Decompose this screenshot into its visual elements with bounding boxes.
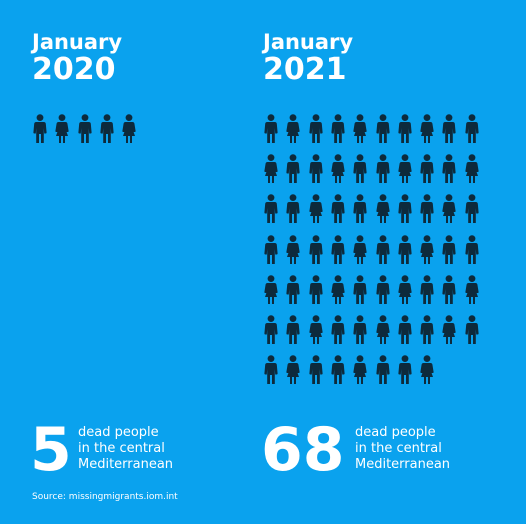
person-icon bbox=[263, 355, 279, 385]
person-icon bbox=[397, 194, 413, 224]
person-icon bbox=[397, 234, 413, 265]
caption-line: dead people bbox=[78, 425, 159, 440]
count-caption: dead people in the central Mediterranean bbox=[78, 425, 173, 473]
person-icon bbox=[308, 194, 324, 224]
person-icon bbox=[352, 154, 368, 184]
caption-line: Mediterranean bbox=[355, 457, 451, 472]
person-icon bbox=[308, 154, 324, 184]
person-icon bbox=[397, 355, 413, 385]
person-icon bbox=[308, 114, 324, 144]
person-icon bbox=[375, 114, 391, 144]
person-icon bbox=[375, 194, 391, 224]
person-icon bbox=[263, 315, 279, 345]
person-icon bbox=[441, 194, 457, 224]
person-icon bbox=[32, 114, 48, 144]
person-icon bbox=[397, 114, 413, 144]
person-icon bbox=[330, 154, 346, 184]
person-icon bbox=[419, 234, 435, 265]
person-icon bbox=[330, 274, 346, 305]
person-icon bbox=[121, 114, 137, 144]
pictogram-2021 bbox=[263, 0, 493, 400]
person-icon bbox=[397, 315, 413, 345]
year-label: 2021 bbox=[263, 52, 347, 87]
person-icon bbox=[419, 355, 435, 385]
person-icon bbox=[464, 194, 480, 224]
person-icon bbox=[308, 355, 324, 385]
person-icon bbox=[352, 355, 368, 385]
person-icon bbox=[330, 315, 346, 345]
person-icon bbox=[54, 114, 70, 144]
person-icon bbox=[464, 154, 480, 184]
death-count: 68 bbox=[261, 415, 345, 485]
death-count: 5 bbox=[30, 415, 72, 485]
person-icon bbox=[285, 114, 301, 144]
person-icon bbox=[375, 234, 391, 265]
person-icon bbox=[263, 194, 279, 224]
person-icon bbox=[375, 274, 391, 305]
person-icon bbox=[77, 114, 93, 144]
person-icon bbox=[330, 194, 346, 224]
person-icon bbox=[397, 274, 413, 305]
person-icon bbox=[285, 315, 301, 345]
caption-line: dead people bbox=[355, 425, 436, 440]
person-icon bbox=[285, 154, 301, 184]
person-icon bbox=[330, 234, 346, 265]
person-icon bbox=[308, 315, 324, 345]
person-icon bbox=[441, 234, 457, 265]
caption-line: in the central bbox=[78, 441, 165, 456]
person-icon bbox=[263, 114, 279, 144]
person-icon bbox=[419, 315, 435, 345]
person-icon bbox=[285, 274, 301, 305]
count-caption: dead people in the central Mediterranean bbox=[355, 425, 450, 473]
person-icon bbox=[375, 315, 391, 345]
pictogram-2020 bbox=[32, 0, 262, 400]
person-icon bbox=[352, 194, 368, 224]
month-label: January bbox=[32, 30, 123, 54]
person-icon bbox=[441, 114, 457, 144]
person-icon bbox=[263, 154, 279, 184]
person-icon bbox=[375, 154, 391, 184]
person-icon bbox=[464, 114, 480, 144]
person-icon bbox=[285, 194, 301, 224]
person-icon bbox=[464, 274, 480, 305]
year-label: 2020 bbox=[32, 52, 116, 87]
person-icon bbox=[464, 234, 480, 265]
person-icon bbox=[330, 355, 346, 385]
person-icon bbox=[285, 234, 301, 265]
person-icon bbox=[419, 114, 435, 144]
person-icon bbox=[99, 114, 115, 144]
person-icon bbox=[263, 274, 279, 305]
person-icon bbox=[397, 154, 413, 184]
person-icon bbox=[441, 274, 457, 305]
person-icon bbox=[441, 315, 457, 345]
person-icon bbox=[352, 315, 368, 345]
person-icon bbox=[352, 114, 368, 144]
caption-line: in the central bbox=[355, 441, 442, 456]
person-icon bbox=[419, 274, 435, 305]
person-icon bbox=[308, 234, 324, 265]
person-icon bbox=[308, 274, 324, 305]
person-icon bbox=[375, 355, 391, 385]
person-icon bbox=[352, 274, 368, 305]
caption-line: Mediterranean bbox=[78, 457, 174, 472]
person-icon bbox=[285, 355, 301, 385]
person-icon bbox=[330, 114, 346, 144]
person-icon bbox=[464, 315, 480, 345]
month-label: January bbox=[263, 30, 354, 54]
source-note: Source: missingmigrants.iom.int bbox=[32, 492, 178, 502]
person-icon bbox=[263, 234, 279, 265]
person-icon bbox=[441, 154, 457, 184]
person-icon bbox=[419, 194, 435, 224]
person-icon bbox=[352, 234, 368, 265]
person-icon bbox=[419, 154, 435, 184]
